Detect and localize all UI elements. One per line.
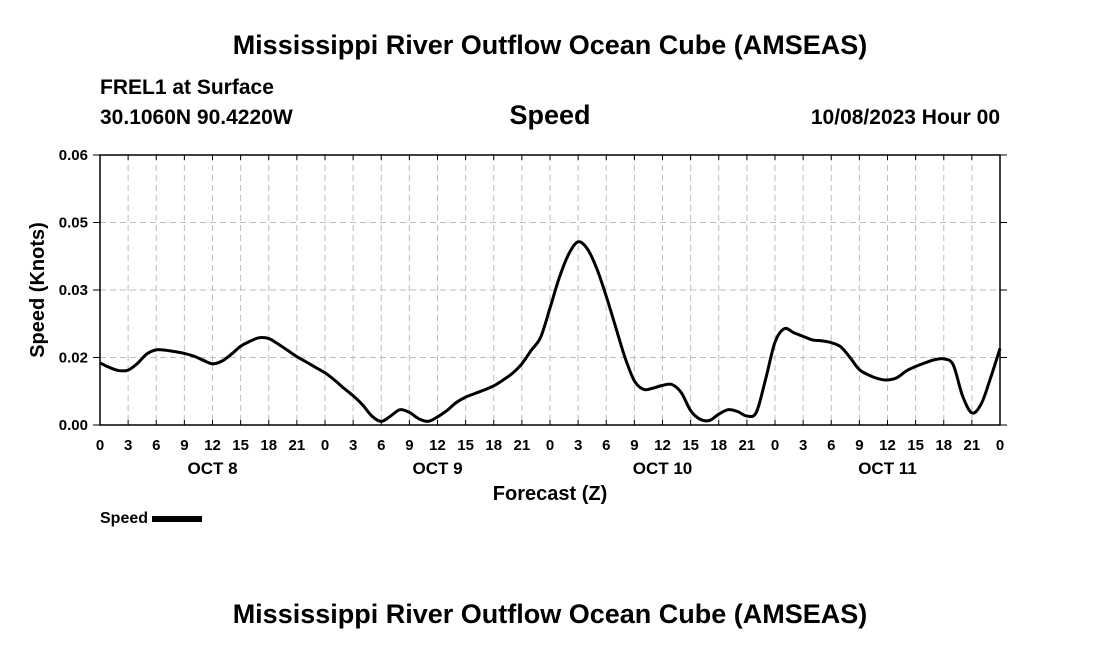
x-tick-label: 6 xyxy=(602,437,610,454)
station-label: FREL1 at Surface xyxy=(100,76,274,99)
x-tick-label: 9 xyxy=(180,437,188,454)
top-title: Mississippi River Outflow Ocean Cube (AM… xyxy=(232,30,868,60)
grid-lines xyxy=(100,155,1000,425)
x-tick-label: 18 xyxy=(935,437,952,454)
x-tick-label: 3 xyxy=(574,437,582,454)
x-tick-label: 12 xyxy=(429,437,446,454)
speed-series-line xyxy=(99,240,1002,423)
y-tick-label: 0.05 xyxy=(59,215,88,232)
legend-label: Speed xyxy=(100,510,149,527)
legend: Speed xyxy=(100,510,203,528)
x-tick-label: 6 xyxy=(377,437,385,454)
x-tick-label: 3 xyxy=(799,437,807,454)
legend-swatch xyxy=(152,516,203,522)
x-tick-label: 18 xyxy=(260,437,277,454)
chart-title: Speed xyxy=(509,100,591,130)
series-layer xyxy=(99,240,1002,423)
x-tick-label: 9 xyxy=(405,437,413,454)
x-tick-label: 18 xyxy=(710,437,727,454)
x-tick-label: 15 xyxy=(457,437,474,454)
x-tick-label: 12 xyxy=(204,437,221,454)
axis-ticks: 0 3 6 9 12 15 18 21 0 3 6 9 12 15 18 21 0 3 6 9 12 15 18 21 0 3 6 9… xyxy=(59,147,1007,478)
x-tick-label: 15 xyxy=(907,437,924,454)
x-tick-label: 21 xyxy=(289,437,306,454)
bottom-title: Mississippi River Outflow Ocean Cube (AM… xyxy=(232,599,868,629)
x-tick-label: 0 xyxy=(996,437,1004,454)
x-tick-label: 0 xyxy=(771,437,779,454)
forecast-date: 10/08/2023 Hour 00 xyxy=(810,106,1000,129)
x-tick-label: 21 xyxy=(739,437,756,454)
x-tick-label: 0 xyxy=(96,437,104,454)
x-tick-label: 9 xyxy=(855,437,863,454)
day-label: OCT 10 xyxy=(633,459,693,478)
day-label: OCT 8 xyxy=(187,459,237,478)
y-axis-label: Speed (Knots) xyxy=(27,222,49,358)
x-tick-label: 0 xyxy=(546,437,554,454)
day-label: OCT 11 xyxy=(858,459,917,478)
day-label: OCT 9 xyxy=(412,459,462,478)
x-tick-label: 9 xyxy=(630,437,638,454)
x-tick-label: 12 xyxy=(654,437,671,454)
x-tick-label: 6 xyxy=(827,437,835,454)
x-tick-label: 0 xyxy=(321,437,329,454)
x-tick-label: 12 xyxy=(879,437,896,454)
y-tick-label: 0.03 xyxy=(59,282,88,299)
x-tick-label: 3 xyxy=(349,437,357,454)
x-tick-label: 15 xyxy=(232,437,249,454)
y-tick-label: 0.00 xyxy=(59,417,88,434)
x-tick-label: 18 xyxy=(485,437,502,454)
x-tick-label: 21 xyxy=(514,437,531,454)
x-tick-label: 6 xyxy=(152,437,160,454)
x-tick-label: 21 xyxy=(964,437,981,454)
x-tick-label: 3 xyxy=(124,437,132,454)
y-tick-label: 0.02 xyxy=(59,350,88,367)
x-tick-label: 15 xyxy=(682,437,699,454)
y-tick-label: 0.06 xyxy=(59,147,88,164)
coordinates-label: 30.1060N 90.4220W xyxy=(100,106,293,129)
x-axis-label: Forecast (Z) xyxy=(493,483,607,505)
